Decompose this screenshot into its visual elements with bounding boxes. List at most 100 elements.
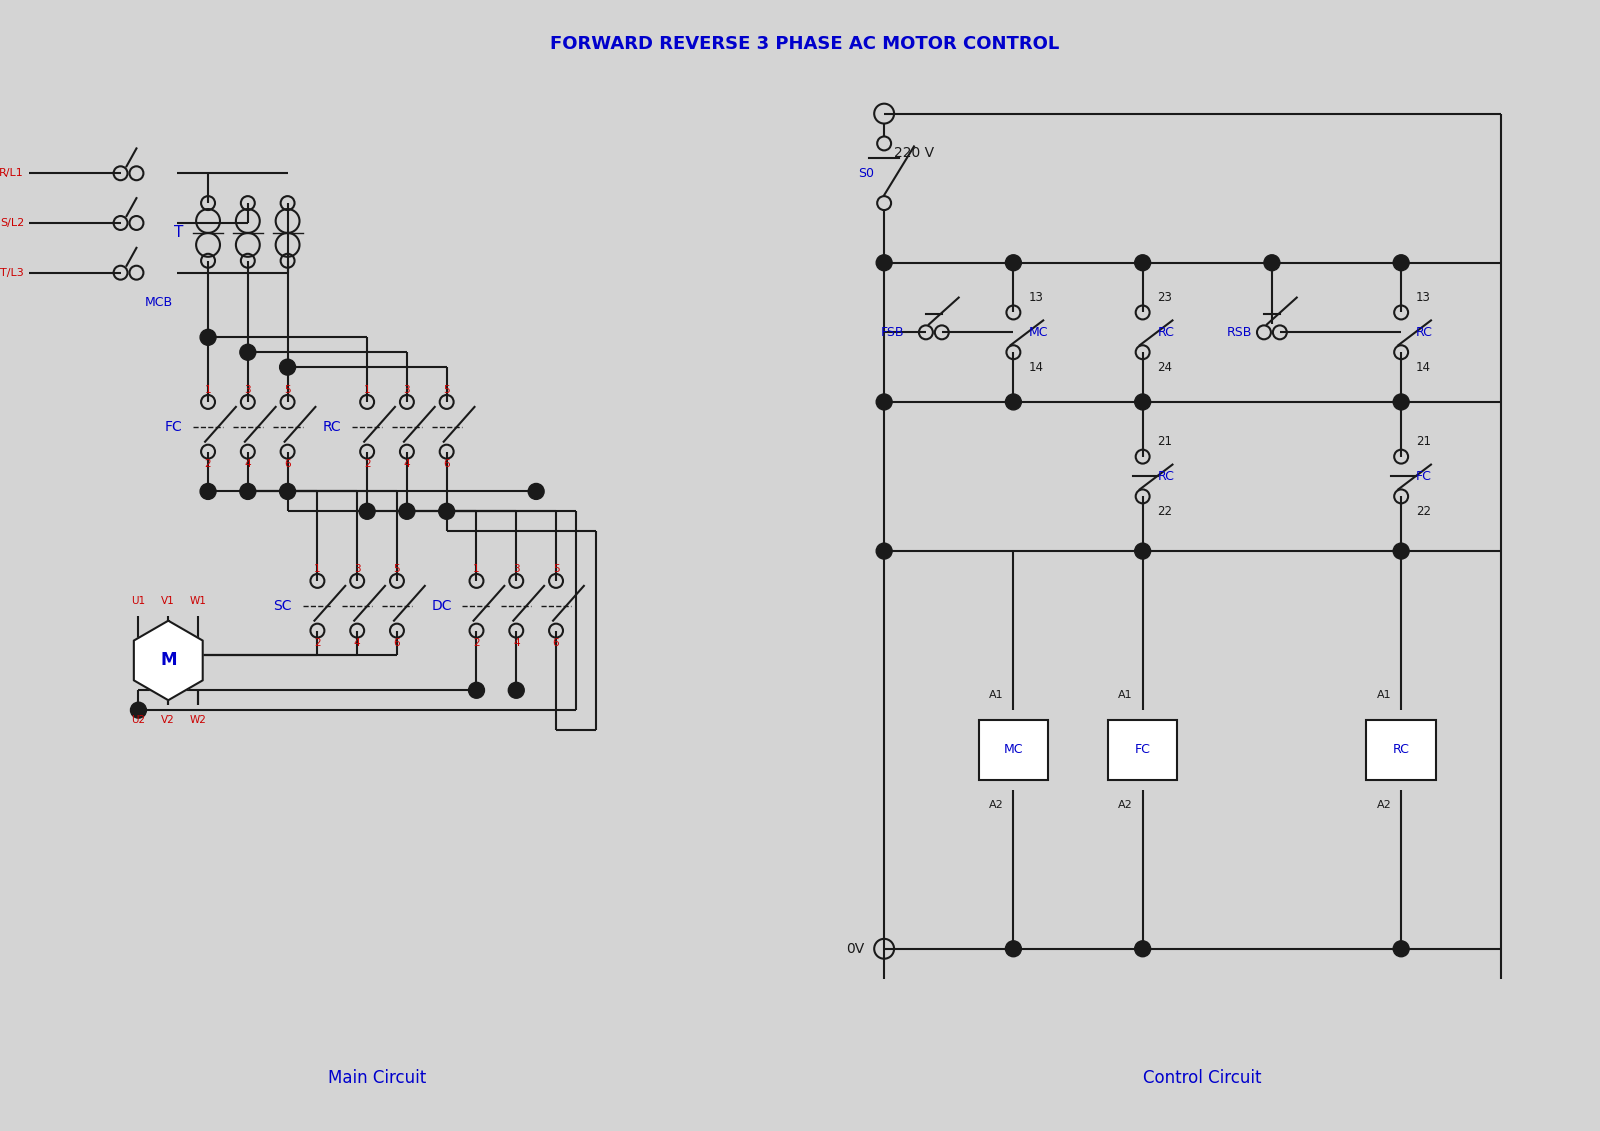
Text: MC: MC — [1029, 326, 1048, 339]
Text: 2: 2 — [314, 638, 320, 648]
Text: 1: 1 — [314, 564, 320, 573]
Circle shape — [240, 344, 256, 360]
Text: RC: RC — [1157, 470, 1174, 483]
Text: 1: 1 — [363, 385, 371, 395]
Text: 4: 4 — [514, 638, 520, 648]
Text: FSB: FSB — [880, 326, 904, 339]
Circle shape — [280, 360, 296, 375]
Circle shape — [1134, 254, 1150, 270]
Text: 5: 5 — [443, 385, 450, 395]
Circle shape — [131, 702, 147, 718]
Text: 24: 24 — [1157, 361, 1173, 373]
Text: 220 V: 220 V — [894, 146, 934, 161]
Circle shape — [358, 503, 374, 519]
Text: S0: S0 — [858, 166, 874, 180]
Circle shape — [1134, 394, 1150, 409]
Circle shape — [200, 329, 216, 345]
Circle shape — [1134, 941, 1150, 957]
Circle shape — [438, 503, 454, 519]
Text: FC: FC — [1134, 743, 1150, 757]
Text: T/L3: T/L3 — [0, 268, 24, 278]
Text: 2: 2 — [363, 458, 371, 468]
Circle shape — [1134, 543, 1150, 559]
Text: 0V: 0V — [846, 942, 864, 956]
Text: 3: 3 — [245, 385, 251, 395]
Circle shape — [877, 394, 893, 409]
Text: 3: 3 — [354, 564, 360, 573]
Text: 6: 6 — [394, 638, 400, 648]
Circle shape — [1005, 394, 1021, 409]
Text: 22: 22 — [1157, 504, 1173, 518]
Text: 13: 13 — [1029, 291, 1043, 304]
Circle shape — [877, 543, 893, 559]
Text: S/L2: S/L2 — [0, 218, 24, 228]
Text: 6: 6 — [552, 638, 560, 648]
Text: SC: SC — [274, 598, 291, 613]
Text: 5: 5 — [552, 564, 560, 573]
Text: 21: 21 — [1416, 435, 1430, 448]
Text: 1: 1 — [205, 385, 211, 395]
Text: 22: 22 — [1416, 504, 1430, 518]
Circle shape — [1264, 254, 1280, 270]
Circle shape — [1005, 941, 1021, 957]
Text: 3: 3 — [403, 385, 410, 395]
Text: A2: A2 — [1118, 800, 1133, 810]
Text: Control Circuit: Control Circuit — [1142, 1069, 1261, 1087]
Circle shape — [1394, 394, 1410, 409]
Polygon shape — [134, 621, 203, 700]
Text: T: T — [173, 225, 182, 241]
Text: 23: 23 — [1157, 291, 1173, 304]
FancyBboxPatch shape — [979, 720, 1048, 779]
Text: MC: MC — [1003, 743, 1022, 757]
Circle shape — [509, 682, 525, 698]
Text: RC: RC — [1157, 326, 1174, 339]
Text: U2: U2 — [131, 715, 146, 725]
Text: 3: 3 — [514, 564, 520, 573]
Text: 13: 13 — [1416, 291, 1430, 304]
Circle shape — [200, 483, 216, 500]
Text: DC: DC — [432, 598, 451, 613]
Text: 4: 4 — [245, 458, 251, 468]
Text: 5: 5 — [285, 385, 291, 395]
Circle shape — [1394, 543, 1410, 559]
Text: RC: RC — [1416, 326, 1434, 339]
Text: Main Circuit: Main Circuit — [328, 1069, 426, 1087]
Circle shape — [877, 254, 893, 270]
Text: 14: 14 — [1029, 361, 1043, 373]
Text: 5: 5 — [394, 564, 400, 573]
Text: MCB: MCB — [144, 296, 173, 309]
Text: W2: W2 — [190, 715, 206, 725]
Text: A1: A1 — [1118, 690, 1133, 700]
Circle shape — [1394, 254, 1410, 270]
Text: FC: FC — [165, 420, 182, 434]
Text: A2: A2 — [989, 800, 1003, 810]
Text: RC: RC — [323, 420, 342, 434]
Text: W1: W1 — [190, 596, 206, 606]
Text: 6: 6 — [443, 458, 450, 468]
FancyBboxPatch shape — [1366, 720, 1435, 779]
Circle shape — [398, 503, 414, 519]
Text: A2: A2 — [1376, 800, 1392, 810]
Text: RSB: RSB — [1227, 326, 1253, 339]
Text: 14: 14 — [1416, 361, 1430, 373]
Text: 6: 6 — [285, 458, 291, 468]
Circle shape — [139, 631, 198, 690]
Text: FC: FC — [1416, 470, 1432, 483]
Circle shape — [528, 483, 544, 500]
Text: V1: V1 — [162, 596, 174, 606]
Text: R/L1: R/L1 — [0, 169, 24, 179]
Text: 1: 1 — [474, 564, 480, 573]
Text: FORWARD REVERSE 3 PHASE AC MOTOR CONTROL: FORWARD REVERSE 3 PHASE AC MOTOR CONTROL — [550, 35, 1059, 53]
Text: 21: 21 — [1157, 435, 1173, 448]
Text: U1: U1 — [131, 596, 146, 606]
Text: M: M — [160, 651, 176, 670]
Circle shape — [469, 682, 485, 698]
Circle shape — [1394, 941, 1410, 957]
Text: V2: V2 — [162, 715, 174, 725]
Text: 2: 2 — [474, 638, 480, 648]
Text: 4: 4 — [354, 638, 360, 648]
Text: 4: 4 — [403, 458, 410, 468]
Text: A1: A1 — [989, 690, 1003, 700]
Text: RC: RC — [1392, 743, 1410, 757]
Circle shape — [240, 483, 256, 500]
